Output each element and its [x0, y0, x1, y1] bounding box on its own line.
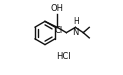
Text: H: H [73, 16, 79, 26]
Text: HCl: HCl [56, 52, 70, 61]
Text: N: N [73, 28, 79, 37]
Text: Cl: Cl [54, 26, 63, 35]
Text: OH: OH [51, 4, 64, 13]
